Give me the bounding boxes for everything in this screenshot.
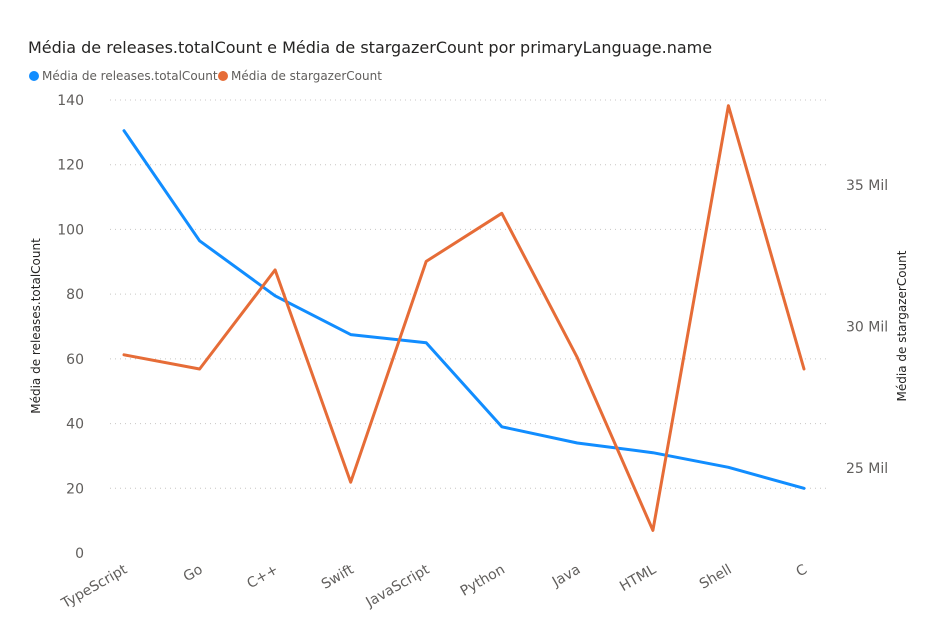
left-axis-title: Média de releases.totalCount <box>29 238 43 414</box>
x-tick-label: Go <box>181 562 206 586</box>
x-tick-label: JavaScript <box>363 561 433 611</box>
series-line-stargazer[interactable] <box>122 104 806 532</box>
x-tick-label: Shell <box>697 562 735 593</box>
left-tick-label: 120 <box>57 158 84 174</box>
left-tick-label: 140 <box>57 93 84 109</box>
x-tick-label: C <box>794 561 811 580</box>
left-tick-label: 60 <box>66 352 84 368</box>
series-line-releases[interactable] <box>122 129 806 490</box>
left-tick-label: 40 <box>66 417 84 433</box>
x-tick-label: TypeScript <box>58 561 130 612</box>
x-axis-ticks: TypeScript Go C++ Swift JavaScript Python Java… <box>58 561 810 612</box>
legend-marker-stargazer <box>218 71 228 81</box>
right-tick-label: 30 Mil <box>846 320 888 336</box>
legend: Média de releases.totalCount Média de st… <box>29 69 382 83</box>
right-axis-title: Média de stargazerCount <box>895 250 909 401</box>
left-tick-label: 20 <box>66 481 84 497</box>
legend-marker-releases <box>29 71 39 81</box>
legend-label-releases[interactable]: Média de releases.totalCount <box>42 69 218 83</box>
left-tick-label: 0 <box>75 546 84 562</box>
right-tick-label: 35 Mil <box>846 178 888 194</box>
left-axis-ticks: 0 20 40 60 80 100 120 140 <box>57 93 84 562</box>
right-tick-label: 25 Mil <box>846 461 888 477</box>
x-tick-label: Java <box>549 562 583 591</box>
series-lines <box>122 104 806 532</box>
chart-title: Média de releases.totalCount e Média de … <box>28 38 712 57</box>
right-axis-ticks: 25 Mil 30 Mil 35 Mil <box>846 178 888 477</box>
x-tick-label: Python <box>458 562 508 600</box>
x-tick-label: C++ <box>244 562 281 592</box>
left-tick-label: 80 <box>66 287 84 303</box>
legend-label-stargazer[interactable]: Média de stargazerCount <box>231 69 382 83</box>
gridlines <box>110 99 830 489</box>
x-tick-label: Swift <box>319 561 357 592</box>
left-tick-label: 100 <box>57 222 84 238</box>
x-tick-label: HTML <box>617 562 659 595</box>
